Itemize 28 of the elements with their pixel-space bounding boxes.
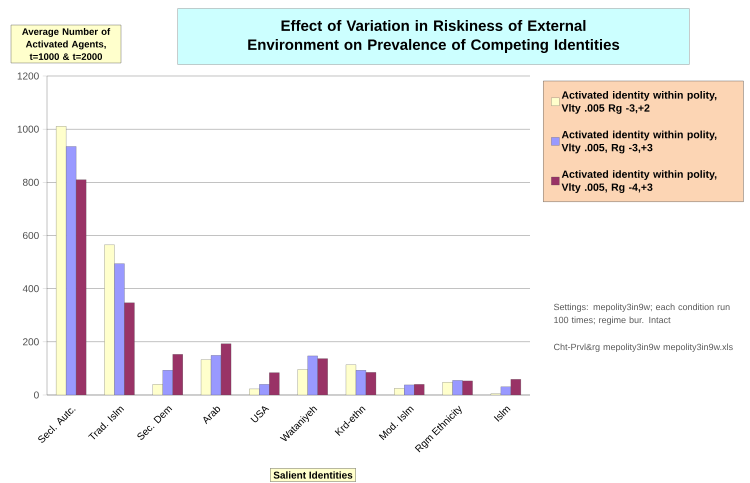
bar [104,244,115,395]
y-tick-label: 800 [22,178,39,186]
text: Settings: mepolity3in9w; each condition run 100 times; regime bur. Intact [554,304,730,325]
y-tick-label: 1200 [18,72,39,80]
x-tick-label: Islm [494,406,511,422]
bar [510,379,521,395]
y-tick-label: 200 [23,338,39,346]
bar [66,146,76,395]
y-tick-label: 1000 [18,126,39,133]
bar [172,354,183,395]
y-tick-label: 0 [34,391,39,399]
bar [318,358,328,395]
bar [269,372,280,395]
chart-title: Effect of Variation in Riskiness of External Environment on Prevalence of Competing Identities [248,20,620,54]
bar [76,180,86,395]
bar [298,369,308,395]
y-tick-label: 400 [22,285,39,292]
x-axis-title: Salient Identities [274,471,352,479]
y-axis-title: Average Number of Activated Agents, t=1000 & t=2000 [22,28,110,60]
y-tick-label: 600 [23,232,39,240]
legend-label: Activated identity within polity, Vlty .005 Rg -3,+2 [562,90,716,114]
bar [162,370,173,395]
bar [56,126,66,395]
text: Cht-Prvl&rg mepolity3in9w mepolity3in9w.xls [554,344,733,352]
legend-label: Activated identity within polity, Vlty .005, Rg -3,+3 [562,130,716,154]
legend-label: Activated identity within polity, Vlty .005, Rg -4,+3 [562,170,716,194]
x-tick-label: USA [250,406,270,422]
bar [308,356,318,395]
